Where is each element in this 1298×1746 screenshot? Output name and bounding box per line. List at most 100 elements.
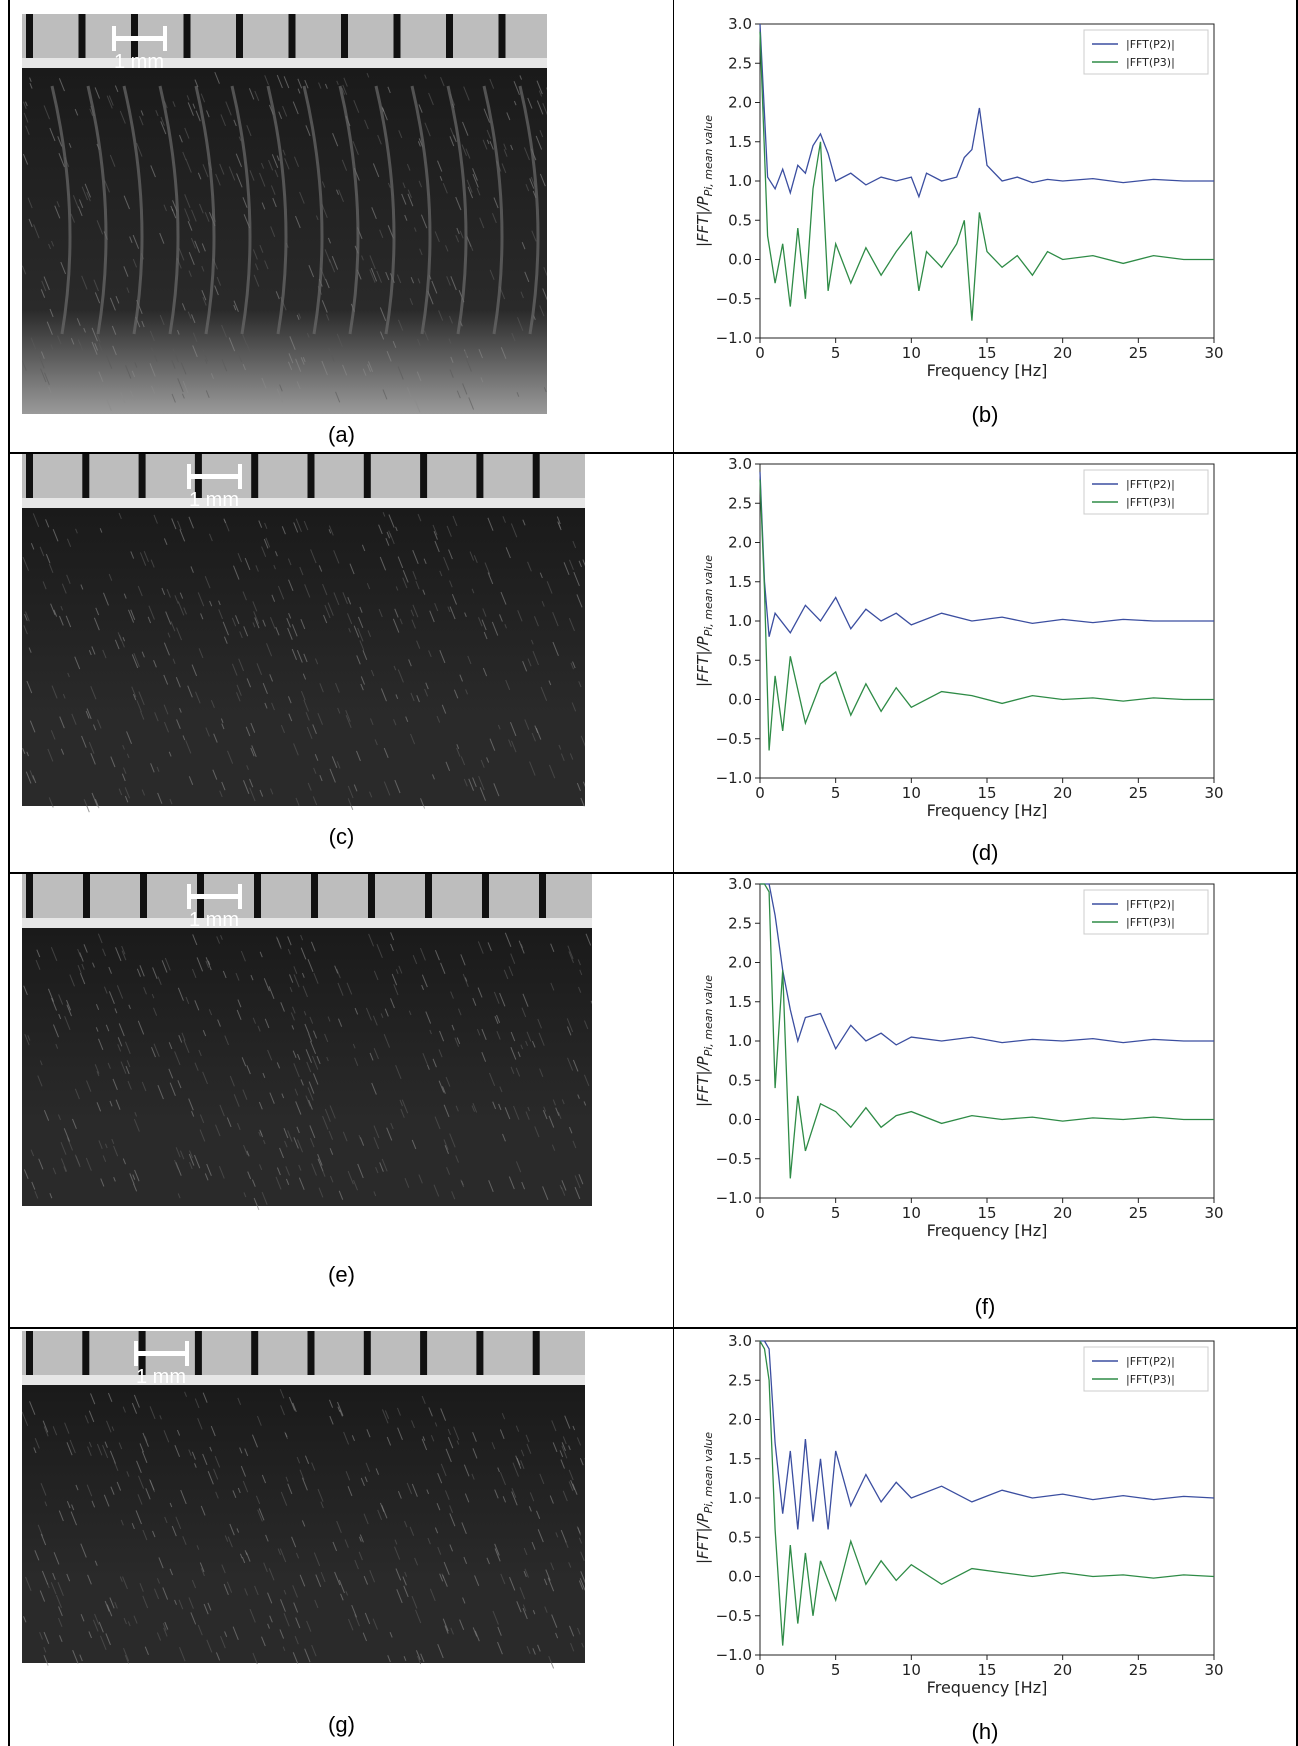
y-axis-label: |FFT|/PPi, mean value	[694, 975, 715, 1107]
scale-label: 1 mm	[189, 489, 239, 511]
y-tick-label: 0.0	[728, 1568, 752, 1586]
ruler-tick	[498, 14, 506, 58]
scale-bar-cap-left	[112, 26, 116, 51]
x-tick-label: 15	[977, 1661, 996, 1679]
series-line-p2	[759, 471, 1214, 637]
ruler-tick	[236, 14, 243, 58]
y-tick-label: −1.0	[716, 329, 752, 347]
legend	[1083, 889, 1209, 935]
specimen-surface	[22, 508, 585, 806]
ruler-tick	[363, 454, 371, 498]
x-tick-label: 30	[1204, 1204, 1223, 1222]
y-tick-label: 1.0	[728, 612, 752, 630]
legend-label: |FFT(P2)|	[1126, 898, 1175, 911]
surface-texture	[22, 511, 585, 813]
ruler-tick	[476, 454, 484, 498]
photo-cell-g: 1 mm (g)	[10, 1329, 673, 1746]
chart-cell-d: 0 5 10 15 20 25 30 −1.0 −0.5 0.0 0.5 1.0 1.5 2.0 2.5 3.…	[674, 454, 1296, 872]
y-tick-label: 1.5	[728, 1450, 752, 1468]
plot-frame	[759, 463, 1215, 779]
x-tick-label: 15	[977, 1204, 996, 1222]
photo-cell-c: 1 mm (c)	[10, 454, 673, 872]
chart-h: 0 5 10 15 20 25 30 −1.0 −0.5 0.0 0.5 1.0 1.5 2.0 2.5 3.…	[694, 1332, 1224, 1697]
legend-label: |FFT(P3)|	[1126, 496, 1175, 509]
x-tick-label: 15	[977, 784, 996, 802]
x-tick-label: 25	[1129, 784, 1148, 802]
x-tick-label: 5	[831, 784, 841, 802]
scale-label: 1 mm	[114, 51, 164, 73]
y-axis-label: |FFT|/PPi, mean value	[694, 555, 715, 687]
ruler-tick	[78, 14, 86, 58]
ruler-tick	[26, 14, 33, 58]
chart-cell-b: 0 5 10 15 20 25 30 −1.0 −0.5 0.0 0.5 1.0 1.5 2.0 2.5 3.…	[674, 0, 1296, 452]
x-axis-label: Frequency [Hz]	[927, 1678, 1048, 1697]
ruler-edge	[22, 498, 585, 508]
y-tick-label: 1.5	[728, 133, 752, 151]
photo-a: 1 mm	[22, 14, 547, 414]
table-border-row3	[8, 1327, 1298, 1329]
x-tick-label: 15	[977, 344, 996, 362]
x-tick-label: 5	[831, 1204, 841, 1222]
ruler-edge	[22, 918, 592, 928]
y-tick-label: 1.0	[728, 1032, 752, 1050]
x-tick-label: 20	[1053, 344, 1072, 362]
chart-d: 0 5 10 15 20 25 30 −1.0 −0.5 0.0 0.5 1.0 1.5 2.0 2.5 3.…	[694, 455, 1224, 820]
y-tick-label: 2.0	[728, 954, 752, 972]
ruler-tick	[138, 454, 146, 498]
ruler-tick	[532, 454, 540, 498]
y-axis-label: |FFT|/PPi, mean value	[694, 1432, 715, 1564]
ruler-edge	[22, 58, 547, 68]
y-tick-label: 0.0	[728, 1111, 752, 1129]
photo-cell-a: 1 mm (a)	[10, 0, 673, 452]
y-tick-label: 0.5	[728, 211, 752, 229]
x-tick-label: 10	[902, 1661, 921, 1679]
x-tick-label: 20	[1053, 1661, 1072, 1679]
ruler-strip	[22, 454, 585, 506]
scale-bar	[134, 1351, 189, 1356]
y-axis-label-main: |FFT|/P	[694, 195, 712, 247]
scale-bar-cap-left	[187, 884, 191, 909]
series-line-p3	[760, 883, 1214, 1179]
legend-label: |FFT(P3)|	[1126, 56, 1175, 69]
photo-c: 1 mm	[22, 454, 585, 813]
photo-caption-g: (g)	[328, 1712, 355, 1737]
x-tick-label: 30	[1204, 1661, 1223, 1679]
chart-caption-b: (b)	[971, 402, 999, 427]
ruler-tick	[420, 1331, 428, 1375]
table-border-row1	[8, 452, 1298, 454]
y-tick-label: −0.5	[716, 1607, 752, 1625]
x-tick-label: 30	[1204, 344, 1223, 362]
ruler-tick	[82, 454, 90, 498]
chart-caption-d: (d)	[971, 840, 999, 865]
ruler-tick	[363, 1331, 371, 1375]
ruler-tick	[26, 1331, 33, 1375]
scale-label: 1 mm	[136, 1366, 186, 1388]
y-axis-label-sub: Pi, mean value	[702, 555, 715, 637]
surface-texture	[22, 71, 547, 413]
surface-texture	[23, 932, 592, 1211]
scale-bar	[112, 36, 167, 41]
ruler-tick	[251, 454, 259, 498]
series-line-p2	[760, 1340, 1215, 1530]
y-axis-label-sub: Pi, mean value	[702, 975, 715, 1057]
x-tick-label: 0	[755, 344, 765, 362]
series-line-p2	[759, 23, 1214, 199]
ruler-tick	[26, 874, 33, 918]
y-tick-label: 0.5	[728, 1071, 752, 1089]
y-axis-label-main: |FFT|/P	[694, 1512, 712, 1564]
scale-bar	[187, 474, 242, 479]
y-axis-label-sub: Pi, mean value	[702, 115, 715, 197]
legend-label: |FFT(P3)|	[1126, 916, 1175, 929]
y-tick-label: 3.0	[728, 455, 752, 473]
photo-caption-e: (e)	[328, 1262, 355, 1287]
legend-label: |FFT(P2)|	[1126, 38, 1175, 51]
y-axis-label: |FFT|/PPi, mean value	[694, 115, 715, 247]
y-tick-label: −0.5	[716, 730, 752, 748]
scale-label: 1 mm	[189, 909, 239, 931]
ruler-tick	[288, 14, 296, 58]
ruler-tick	[393, 14, 401, 58]
ruler-tick	[539, 874, 546, 918]
ruler-tick	[254, 874, 261, 918]
y-tick-label: 0.0	[728, 691, 752, 709]
y-tick-label: 1.0	[728, 172, 752, 190]
